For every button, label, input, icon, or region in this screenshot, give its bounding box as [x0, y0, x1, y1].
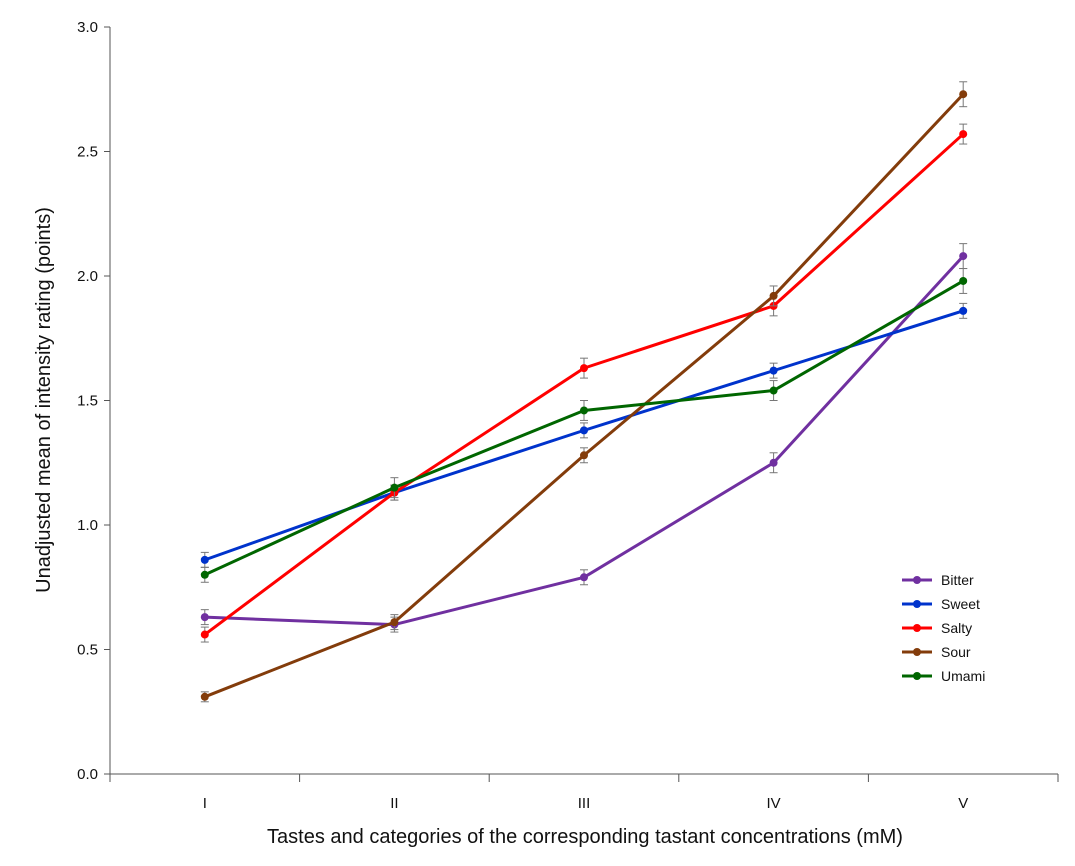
- data-point-bitter: [200, 613, 209, 622]
- data-point-sweet: [959, 306, 968, 315]
- data-point-sour: [580, 451, 588, 460]
- legend-item-umami: Umami: [902, 668, 985, 684]
- data-point-sweet: [200, 555, 209, 564]
- legend-marker-sweet: [913, 600, 921, 608]
- legend-item-sour: Sour: [902, 644, 971, 660]
- legend-label-bitter: Bitter: [941, 572, 974, 588]
- legend-label-salty: Salty: [941, 620, 972, 636]
- legend-item-bitter: Bitter: [902, 572, 974, 588]
- data-point-salty: [200, 630, 209, 639]
- data-point-umami: [769, 386, 778, 395]
- data-point-sour: [200, 692, 209, 701]
- legend-item-sweet: Sweet: [902, 596, 980, 612]
- data-point-salty: [959, 130, 968, 139]
- series-layer: [200, 81, 968, 703]
- data-point-bitter: [769, 458, 778, 467]
- y-tick-label: 2.5: [77, 144, 98, 161]
- x-tick-label: II: [390, 795, 398, 812]
- data-point-umami: [390, 483, 399, 492]
- data-point-sweet: [580, 426, 588, 435]
- axes: 0.00.51.01.52.02.53.0I II III IV V: [77, 19, 1059, 812]
- data-point-sour: [390, 618, 399, 627]
- data-point-umami: [200, 570, 209, 579]
- x-axis-title: Tastes and categories of the correspondi…: [267, 826, 903, 848]
- y-axis-title: Unadjusted mean of intensity rating (poi…: [33, 207, 55, 593]
- legend-marker-bitter: [913, 576, 921, 584]
- data-point-sour: [959, 90, 968, 99]
- x-tick-label: III: [578, 795, 591, 812]
- data-point-bitter: [959, 252, 968, 261]
- legend-marker-umami: [913, 672, 921, 680]
- legend-marker-sour: [913, 648, 921, 656]
- y-tick-label: 1.0: [77, 517, 98, 534]
- x-tick-label: IV: [767, 795, 781, 812]
- data-point-umami: [580, 406, 588, 415]
- legend: Bitter Sweet Salty Sour Umami: [902, 572, 985, 684]
- y-tick-label: 0.5: [77, 642, 98, 659]
- series-umami: [200, 268, 968, 583]
- legend-item-salty: Salty: [902, 620, 972, 636]
- y-tick-label: 3.0: [77, 19, 98, 36]
- legend-marker-salty: [913, 624, 921, 632]
- legend-label-sweet: Sweet: [941, 596, 980, 612]
- y-tick-label: 0.0: [77, 766, 98, 783]
- data-point-salty: [580, 364, 588, 373]
- legend-label-umami: Umami: [941, 668, 985, 684]
- series-sour: [200, 81, 968, 703]
- x-tick-label: V: [958, 795, 968, 812]
- data-point-bitter: [580, 573, 588, 582]
- legend-label-sour: Sour: [941, 644, 971, 660]
- y-tick-label: 1.5: [77, 393, 98, 410]
- x-tick-label: I: [203, 795, 207, 812]
- data-point-sour: [769, 291, 778, 300]
- y-tick-label: 2.0: [77, 268, 98, 285]
- data-point-sweet: [769, 366, 778, 375]
- data-point-umami: [959, 276, 968, 285]
